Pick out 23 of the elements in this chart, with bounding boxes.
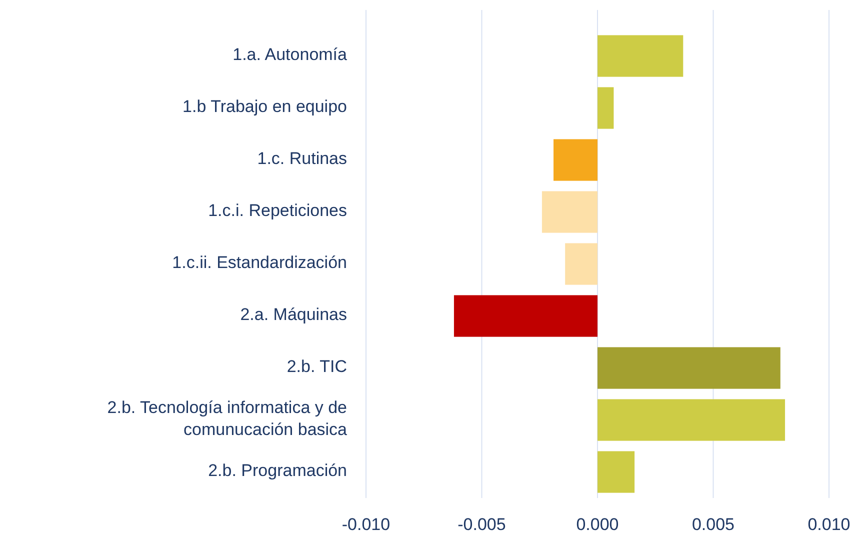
y-tick-label: 2.b. Tecnología informatica y de comunucación basica bbox=[107, 398, 348, 440]
bar bbox=[598, 399, 786, 441]
bar bbox=[554, 139, 598, 181]
y-tick-label: 1.c.i. Repeticiones bbox=[208, 201, 347, 220]
bar bbox=[598, 87, 614, 129]
bar bbox=[454, 295, 598, 337]
y-tick-label: 1.c. Rutinas bbox=[257, 149, 347, 168]
x-tick-label: 0.010 bbox=[808, 515, 850, 534]
y-tick-label: 2.a. Máquinas bbox=[240, 305, 347, 324]
x-tick-label: -0.005 bbox=[458, 515, 506, 534]
x-tick-label: 0.005 bbox=[692, 515, 735, 534]
y-tick-label: 1.c.ii. Estandardización bbox=[172, 253, 347, 272]
bar bbox=[565, 243, 598, 285]
bar bbox=[542, 191, 598, 233]
y-tick-label: 2.b. TIC bbox=[286, 357, 347, 376]
y-tick-label: 1.b Trabajo en equipo bbox=[182, 97, 347, 116]
y-tick-label: 2.b. Programación bbox=[208, 461, 347, 480]
bar bbox=[598, 347, 780, 389]
x-tick-label: -0.010 bbox=[342, 515, 390, 534]
y-tick-label: 1.a. Autonomía bbox=[232, 45, 348, 64]
x-tick-label: 0.000 bbox=[576, 515, 619, 534]
bar bbox=[598, 35, 684, 77]
bar bbox=[598, 451, 635, 493]
